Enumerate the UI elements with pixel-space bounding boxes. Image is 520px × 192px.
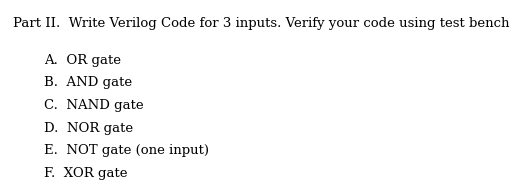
Text: E.  NOT gate (one input): E. NOT gate (one input) [44, 144, 209, 157]
Text: C.  NAND gate: C. NAND gate [44, 99, 144, 112]
Text: A.  OR gate: A. OR gate [44, 54, 121, 67]
Text: D.  NOR gate: D. NOR gate [44, 122, 133, 135]
Text: B.  AND gate: B. AND gate [44, 76, 132, 89]
Text: Part II.  Write Verilog Code for 3 inputs. Verify your code using test bench: Part II. Write Verilog Code for 3 inputs… [13, 17, 510, 30]
Text: F.  XOR gate: F. XOR gate [44, 167, 128, 180]
